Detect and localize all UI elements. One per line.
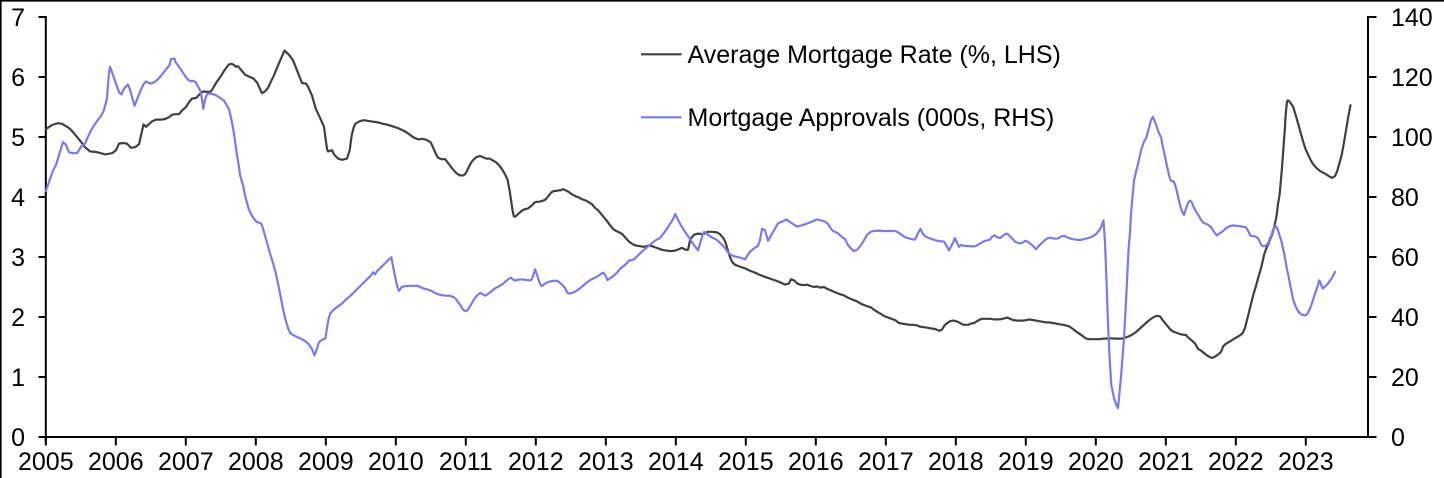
svg-text:60: 60 — [1391, 244, 1419, 272]
svg-text:2008: 2008 — [228, 448, 284, 476]
svg-text:2005: 2005 — [18, 448, 74, 476]
svg-text:2: 2 — [11, 304, 25, 332]
svg-text:7: 7 — [11, 4, 25, 32]
svg-text:2022: 2022 — [1208, 448, 1264, 476]
svg-text:2015: 2015 — [718, 448, 774, 476]
svg-text:2023: 2023 — [1278, 448, 1334, 476]
svg-text:120: 120 — [1391, 64, 1433, 92]
svg-text:6: 6 — [11, 64, 25, 92]
svg-text:2012: 2012 — [508, 448, 564, 476]
svg-text:2021: 2021 — [1138, 448, 1194, 476]
svg-text:80: 80 — [1391, 184, 1419, 212]
svg-text:2017: 2017 — [858, 448, 914, 476]
svg-text:5: 5 — [11, 124, 25, 152]
svg-text:2009: 2009 — [298, 448, 354, 476]
svg-text:2014: 2014 — [648, 448, 704, 476]
svg-text:20: 20 — [1391, 364, 1419, 392]
svg-text:Mortgage Approvals (000s, RHS): Mortgage Approvals (000s, RHS) — [688, 104, 1055, 132]
svg-text:Average Mortgage Rate (%, LHS): Average Mortgage Rate (%, LHS) — [688, 41, 1061, 69]
svg-text:0: 0 — [11, 424, 25, 452]
svg-text:100: 100 — [1391, 124, 1433, 152]
svg-text:4: 4 — [11, 184, 25, 212]
svg-text:2011: 2011 — [439, 448, 493, 476]
svg-text:2006: 2006 — [88, 448, 144, 476]
svg-text:1: 1 — [11, 364, 25, 392]
svg-text:2007: 2007 — [158, 448, 214, 476]
svg-text:2018: 2018 — [928, 448, 984, 476]
svg-text:2019: 2019 — [998, 448, 1054, 476]
svg-text:2016: 2016 — [788, 448, 844, 476]
svg-text:140: 140 — [1391, 4, 1433, 32]
svg-text:0: 0 — [1391, 424, 1405, 452]
svg-text:2010: 2010 — [368, 448, 424, 476]
svg-text:3: 3 — [11, 244, 25, 272]
svg-text:40: 40 — [1391, 304, 1419, 332]
svg-text:2013: 2013 — [578, 448, 634, 476]
svg-text:2020: 2020 — [1068, 448, 1124, 476]
